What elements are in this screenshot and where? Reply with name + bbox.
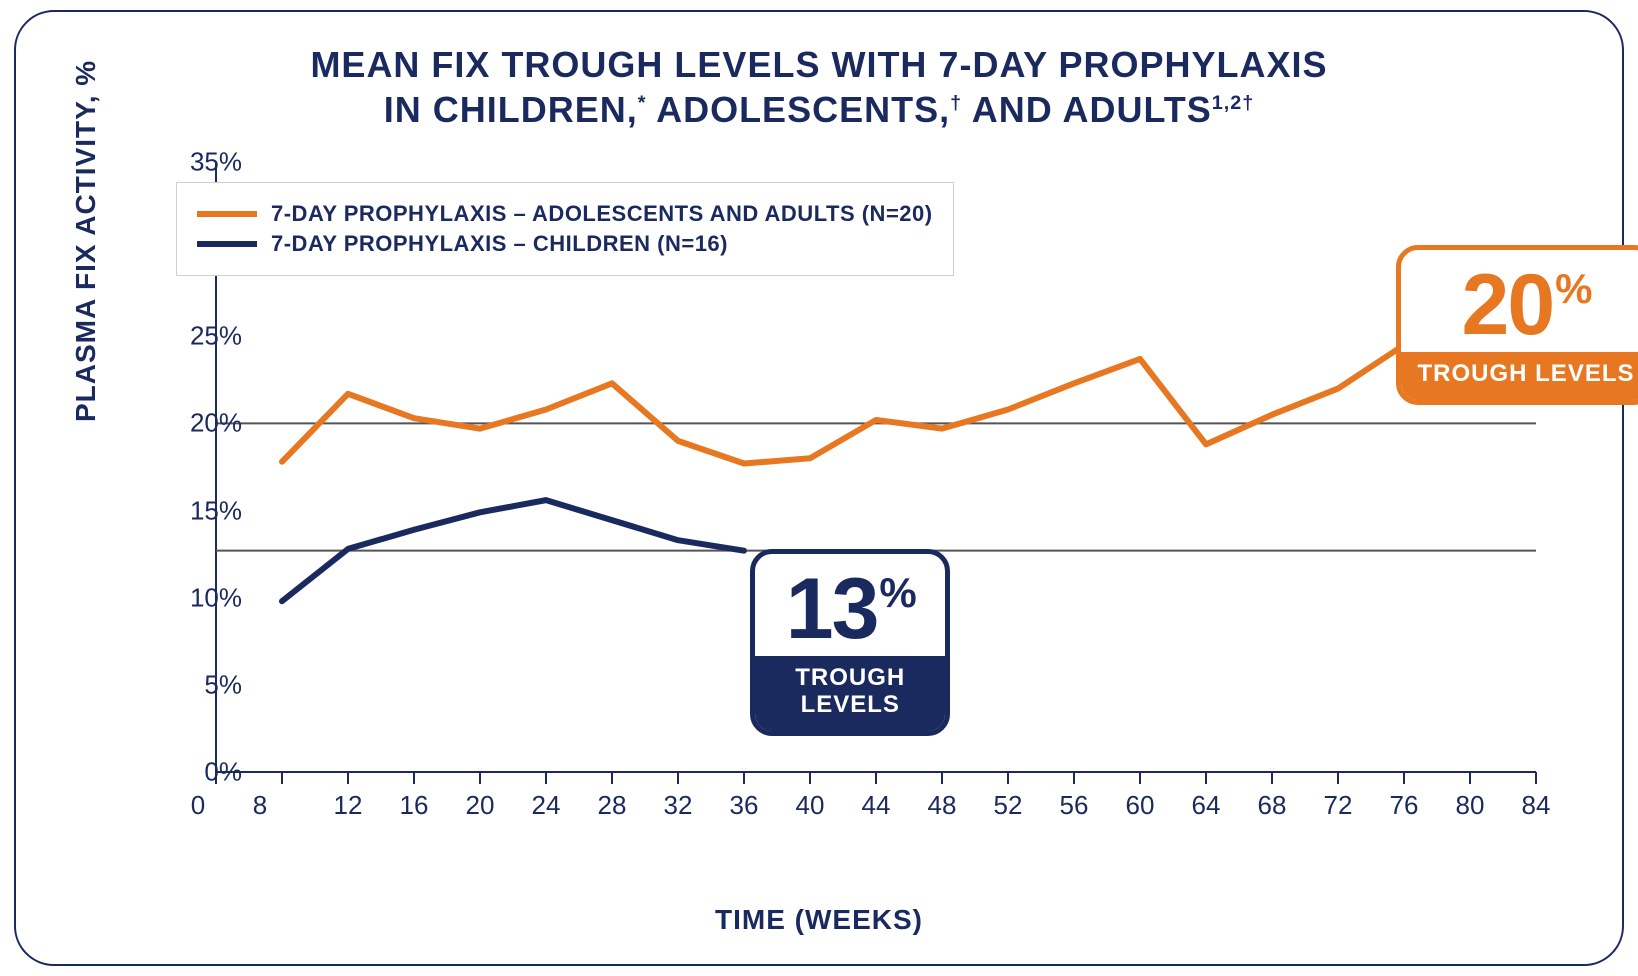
x-tick-label: 36 (730, 790, 759, 821)
x-tick-label: 16 (400, 790, 429, 821)
y-tick-label: 15% (162, 495, 242, 526)
x-tick-label: 40 (796, 790, 825, 821)
x-tick-label: 80 (1456, 790, 1485, 821)
y-tick-label: 0% (162, 757, 242, 788)
title-sup-2: † (950, 92, 962, 114)
callout-value: 13% (755, 554, 945, 656)
legend-label: 7-DAY PROPHYLAXIS – CHILDREN (N=16) (271, 231, 728, 257)
chart-frame: MEAN FIX TROUGH LEVELS WITH 7-DAY PROPHY… (14, 10, 1624, 966)
legend-swatch (197, 211, 257, 217)
x-tick-label: 32 (664, 790, 693, 821)
x-tick-label: 44 (862, 790, 891, 821)
callout-value: 20% (1401, 250, 1638, 352)
chart-title: MEAN FIX TROUGH LEVELS WITH 7-DAY PROPHY… (16, 42, 1622, 132)
x-tick-label: 8 (253, 790, 267, 821)
x-tick-label: 20 (466, 790, 495, 821)
x-tick-label: 28 (598, 790, 627, 821)
x-tick-label: 0 (191, 790, 205, 821)
legend-swatch (197, 241, 257, 247)
x-tick-label: 24 (532, 790, 561, 821)
y-tick-label: 10% (162, 582, 242, 613)
y-tick-label: 25% (162, 321, 242, 352)
x-tick-label: 56 (1060, 790, 1089, 821)
legend-item: 7-DAY PROPHYLAXIS – ADOLESCENTS AND ADUL… (197, 201, 933, 227)
title-line-2c: AND ADULTS (962, 89, 1212, 130)
legend-label: 7-DAY PROPHYLAXIS – ADOLESCENTS AND ADUL… (271, 201, 933, 227)
x-tick-label: 48 (928, 790, 957, 821)
legend-item: 7-DAY PROPHYLAXIS – CHILDREN (N=16) (197, 231, 933, 257)
x-tick-label: 12 (334, 790, 363, 821)
y-axis-label: PLASMA FIX ACTIVITY, % (70, 60, 102, 422)
legend: 7-DAY PROPHYLAXIS – ADOLESCENTS AND ADUL… (176, 182, 954, 276)
x-tick-label: 68 (1258, 790, 1287, 821)
y-tick-label: 35% (162, 147, 242, 178)
x-axis-label: TIME (WEEKS) (16, 904, 1622, 936)
callout-children: 13%TROUGHLEVELS (750, 549, 950, 736)
x-tick-label: 76 (1390, 790, 1419, 821)
x-tick-label: 64 (1192, 790, 1221, 821)
x-tick-label: 52 (994, 790, 1023, 821)
callout-sub: TROUGHLEVELS (755, 656, 945, 731)
title-line-2a: IN CHILDREN, (384, 89, 638, 130)
callout-adults: 20%TROUGH LEVELS (1396, 245, 1638, 405)
y-tick-label: 5% (162, 669, 242, 700)
title-line-1: MEAN FIX TROUGH LEVELS WITH 7-DAY PROPHY… (310, 44, 1327, 85)
x-tick-label: 60 (1126, 790, 1155, 821)
x-tick-label: 72 (1324, 790, 1353, 821)
x-tick-label: 84 (1522, 790, 1551, 821)
title-line-2b: ADOLESCENTS, (646, 89, 950, 130)
title-sup-3: 1,2† (1212, 92, 1255, 114)
y-tick-label: 20% (162, 408, 242, 439)
callout-sub: TROUGH LEVELS (1401, 352, 1638, 400)
